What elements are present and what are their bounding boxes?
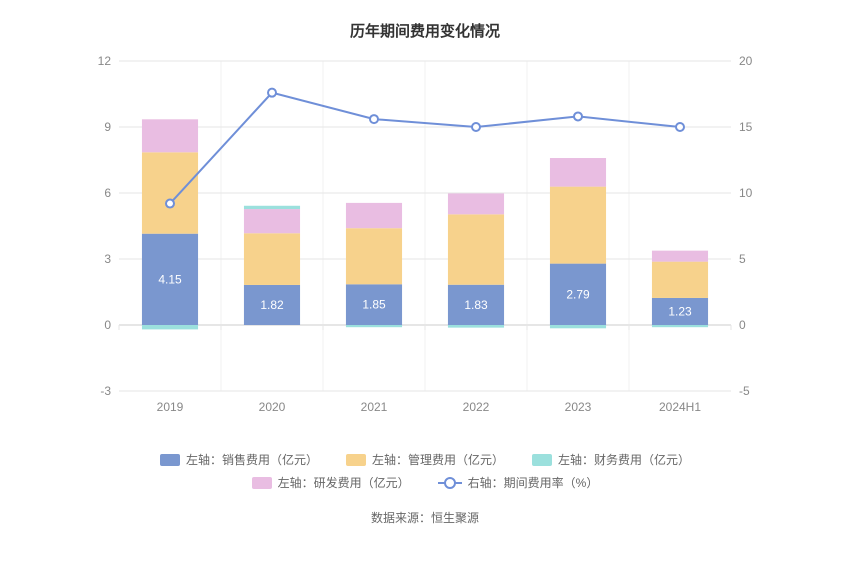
bar-rd — [652, 251, 708, 262]
bar-rd — [346, 203, 402, 228]
line-marker — [166, 200, 174, 208]
svg-text:5: 5 — [739, 252, 746, 266]
legend-item-mgmt: 左轴：管理费用（亿元） — [346, 451, 504, 468]
svg-text:2019: 2019 — [157, 400, 184, 414]
plot-area: -3 0 3 6 9 12 -5 0 5 10 15 20 2019 2020 2021 2022 2023 20… — [75, 51, 775, 421]
svg-text:2022: 2022 — [463, 400, 490, 414]
bar-rd — [244, 209, 300, 233]
bar-label-sales: 1.82 — [260, 298, 284, 312]
bar-mgmt — [550, 187, 606, 264]
bar-label-sales: 2.79 — [566, 287, 590, 301]
legend-item-rd: 左轴：研发费用（亿元） — [252, 474, 410, 491]
bar-finance — [652, 325, 708, 327]
svg-text:12: 12 — [98, 54, 112, 68]
legend-item-line: 右轴：期间费用率（%） — [438, 474, 599, 491]
svg-text:3: 3 — [104, 252, 111, 266]
svg-text:-3: -3 — [100, 384, 111, 398]
bar-mgmt — [652, 262, 708, 298]
chart-container: 历年期间费用变化情况 -3 0 3 6 9 12 -5 0 5 10 15 20 2019 2020 202… — [0, 0, 850, 575]
line-marker — [472, 123, 480, 131]
svg-text:2021: 2021 — [361, 400, 388, 414]
bar-finance — [142, 325, 198, 329]
legend-swatch — [532, 454, 552, 466]
bar-label-sales: 1.85 — [362, 298, 386, 312]
bar-rd — [448, 193, 504, 214]
svg-text:2024H1: 2024H1 — [659, 400, 701, 414]
bar-label-sales: 1.83 — [464, 298, 488, 312]
bar-rd — [550, 158, 606, 187]
legend-row: 左轴：销售费用（亿元） 左轴：管理费用（亿元） 左轴：财务费用（亿元） — [40, 451, 810, 468]
bar-label-sales: 1.23 — [668, 304, 692, 318]
line-marker — [574, 112, 582, 120]
legend-item-sales: 左轴：销售费用（亿元） — [160, 451, 318, 468]
svg-text:9: 9 — [104, 120, 111, 134]
legend-line-marker — [438, 476, 462, 490]
legend-label: 左轴：财务费用（亿元） — [558, 451, 690, 468]
svg-text:0: 0 — [739, 318, 746, 332]
bar-rd — [142, 119, 198, 152]
svg-text:6: 6 — [104, 186, 111, 200]
bar-finance — [448, 325, 504, 328]
bar-mgmt — [244, 233, 300, 285]
data-source: 数据来源：恒生聚源 — [40, 509, 810, 526]
legend-item-finance: 左轴：财务费用（亿元） — [532, 451, 690, 468]
legend: 左轴：销售费用（亿元） 左轴：管理费用（亿元） 左轴：财务费用（亿元） 左轴：研发费用… — [40, 451, 810, 491]
bar-mgmt — [448, 214, 504, 284]
svg-text:-5: -5 — [739, 384, 750, 398]
line-marker — [676, 123, 684, 131]
bar-finance — [244, 206, 300, 209]
bar-finance — [346, 325, 402, 327]
svg-text:0: 0 — [104, 318, 111, 332]
legend-label: 右轴：期间费用率（%） — [468, 474, 599, 491]
bar-label-sales: 4.15 — [158, 272, 182, 286]
bar-finance — [550, 325, 606, 328]
chart-svg: -3 0 3 6 9 12 -5 0 5 10 15 20 2019 2020 2021 2022 2023 20… — [75, 51, 775, 421]
chart-title: 历年期间费用变化情况 — [40, 20, 810, 41]
line-marker — [268, 89, 276, 97]
svg-text:10: 10 — [739, 186, 753, 200]
legend-swatch — [160, 454, 180, 466]
bar-mgmt — [142, 152, 198, 233]
legend-swatch — [252, 477, 272, 489]
legend-label: 左轴：销售费用（亿元） — [186, 451, 318, 468]
legend-row: 左轴：研发费用（亿元） 右轴：期间费用率（%） — [40, 474, 810, 491]
bar-mgmt — [346, 228, 402, 284]
legend-label: 左轴：研发费用（亿元） — [278, 474, 410, 491]
svg-text:2023: 2023 — [565, 400, 592, 414]
svg-text:15: 15 — [739, 120, 753, 134]
line-marker — [370, 115, 378, 123]
legend-label: 左轴：管理费用（亿元） — [372, 451, 504, 468]
legend-swatch — [346, 454, 366, 466]
svg-text:20: 20 — [739, 54, 753, 68]
svg-text:2020: 2020 — [259, 400, 286, 414]
